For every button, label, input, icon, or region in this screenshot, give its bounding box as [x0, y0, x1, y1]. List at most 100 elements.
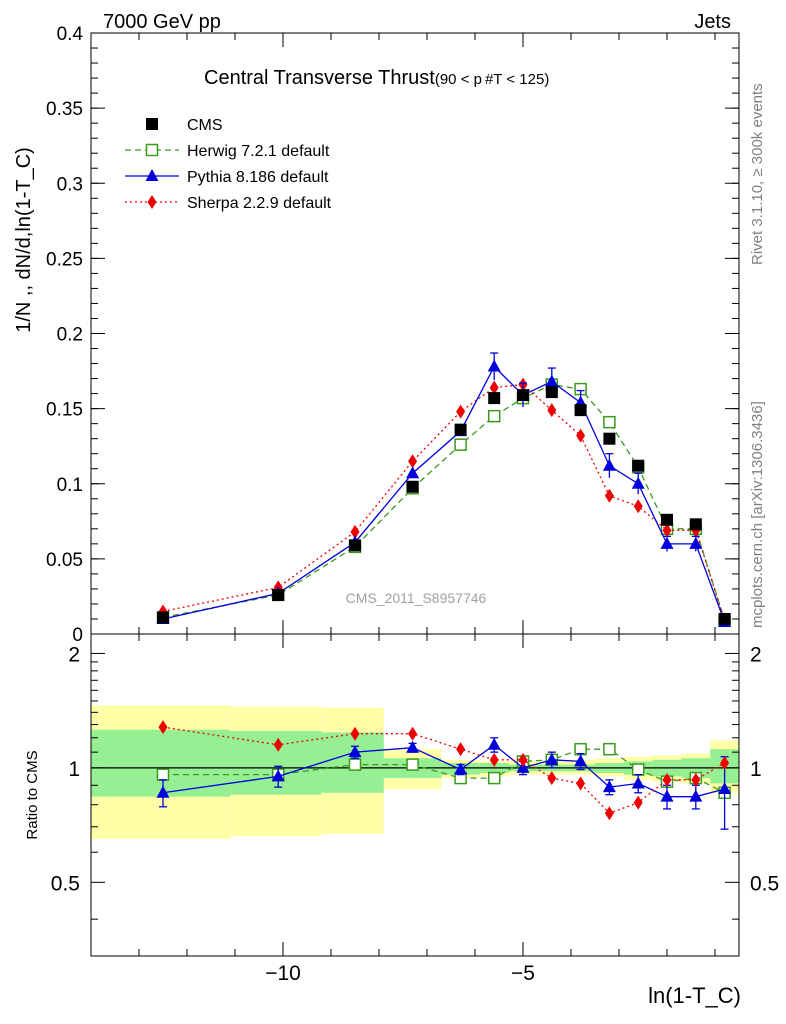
data-point	[631, 476, 645, 489]
y-tick-label: 0.35	[46, 99, 83, 120]
rivet-label: Rivet 3.1.10, ≥ 300k events	[749, 83, 766, 265]
main-panel: 0 0.05 0.1 0.15 0.2 0.25 0.3 0.35 0.4 Central Tr…	[46, 24, 740, 646]
series-herwig-7-2-1-default	[156, 378, 731, 627]
y-axis-label: 1/N ,, dN/d,ln(1-T_C)	[13, 147, 35, 333]
data-point	[545, 374, 559, 387]
y-tick-label: 0.15	[46, 400, 83, 421]
legend-item: CMS	[146, 117, 223, 134]
data-point	[454, 423, 467, 436]
ratio-point	[691, 772, 701, 787]
chart-title-suffix: (90 < p #T < 125)	[435, 71, 549, 88]
legend-label: Sherpa 2.2.9 default	[187, 195, 332, 212]
series-cms	[157, 386, 731, 625]
y-tick-label: 0.1	[57, 475, 83, 496]
ratio-point	[348, 745, 362, 758]
data-point	[517, 389, 529, 402]
data-point	[662, 523, 672, 538]
main-series-layer	[156, 352, 732, 628]
ratio-point	[576, 776, 586, 791]
data-point	[547, 403, 557, 418]
data-point	[272, 588, 285, 601]
ratio-line	[163, 748, 725, 794]
data-point	[456, 404, 466, 419]
ratio-point	[602, 780, 616, 793]
data-point	[545, 386, 558, 399]
ratio-axis-ticks: 0.5 0.5 1 1 2 2 −10 −5	[51, 634, 779, 985]
ratio-point	[631, 763, 645, 776]
ratio-series-sherpa-2-2-9-default	[158, 720, 730, 821]
legend-item: Pythia 8.186 default	[125, 169, 329, 186]
ratio-panel: 0.5 0.5 1 1 2 2 −10 −5	[51, 633, 779, 985]
ratio-band-green	[91, 729, 231, 797]
watermark: CMS_2011_S8957746	[346, 590, 487, 606]
y-tick-label: 0.25	[46, 249, 83, 270]
x-axis-label: ln(1-T_C)	[648, 983, 741, 1008]
ratio-point	[158, 720, 168, 735]
ratio-point	[408, 726, 418, 741]
data-point	[574, 404, 587, 417]
data-point	[602, 458, 616, 471]
data-point	[661, 513, 673, 526]
ratio-point	[516, 760, 530, 773]
y-tick-label: 0.3	[57, 174, 83, 195]
data-point	[157, 611, 169, 624]
ratio-point	[518, 752, 528, 767]
ratio-point	[156, 785, 170, 798]
series-pythia-8-186-default	[156, 352, 732, 627]
legend-label: CMS	[187, 117, 223, 134]
jets-label: Jets	[694, 11, 731, 33]
legend-marker	[146, 118, 158, 130]
data-point	[576, 428, 586, 443]
chart-title: Central Transverse Thrust(90 < p #T < 12…	[204, 67, 549, 89]
data-point	[406, 466, 420, 479]
ratio-point	[348, 758, 362, 771]
data-point	[633, 499, 643, 514]
main-axis-ticks: 0 0.05 0.1 0.15 0.2 0.25 0.3 0.35 0.4	[46, 24, 739, 646]
ratio-line	[162, 743, 725, 798]
data-point	[660, 536, 674, 549]
ratio-point	[273, 737, 283, 752]
data-point	[488, 392, 501, 405]
ratio-point	[487, 737, 501, 750]
ratio-point	[662, 772, 672, 787]
ratio-frame	[90, 633, 740, 957]
ratio-point	[406, 740, 420, 753]
data-point	[454, 438, 467, 451]
ratio-point	[633, 795, 643, 810]
data-point	[408, 454, 418, 469]
ratio-point	[574, 754, 588, 767]
ratio-tick-label: 0.5	[51, 872, 80, 895]
ratio-point	[350, 726, 360, 741]
x-tick-label: −10	[265, 962, 301, 985]
data-point	[487, 409, 501, 423]
ratio-point	[487, 771, 501, 785]
ratio-tick-label: 1	[68, 758, 80, 781]
ratio-point	[631, 776, 645, 789]
data-point	[406, 480, 419, 493]
mcplots-label: mcplots.cern.ch [arXiv:1306.3436]	[749, 401, 766, 628]
data-point	[718, 612, 731, 625]
x-tick-label: −5	[511, 962, 535, 985]
data-point	[632, 459, 645, 472]
series-line	[162, 383, 726, 621]
ratio-point	[718, 781, 732, 794]
legend-marker	[145, 169, 159, 181]
y-tick-label: 0	[72, 625, 83, 646]
series-line	[162, 365, 726, 623]
ratio-tick-label-right: 2	[750, 643, 762, 666]
ratio-point	[489, 752, 499, 767]
data-point	[604, 488, 614, 503]
ratio-point	[456, 742, 466, 757]
ratio-point	[720, 756, 730, 771]
legend-label: Herwig 7.2.1 default	[187, 143, 330, 160]
data-point	[489, 380, 499, 395]
y-tick-label: 0.4	[57, 24, 84, 45]
ratio-point	[689, 789, 703, 802]
ratio-point	[156, 768, 170, 781]
ratio-series-layer	[156, 720, 732, 830]
y-tick-label: 0.05	[46, 550, 83, 571]
legend-item: Sherpa 2.2.9 default	[125, 195, 332, 212]
ratio-tick-label: 2	[68, 643, 80, 666]
ratio-point	[660, 789, 674, 802]
